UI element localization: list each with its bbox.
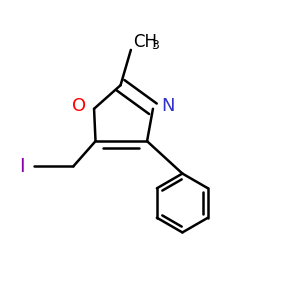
Text: 3: 3 [151, 39, 159, 52]
Text: N: N [161, 98, 175, 116]
Text: CH: CH [133, 33, 157, 51]
Text: O: O [72, 98, 86, 116]
Text: I: I [19, 157, 25, 176]
